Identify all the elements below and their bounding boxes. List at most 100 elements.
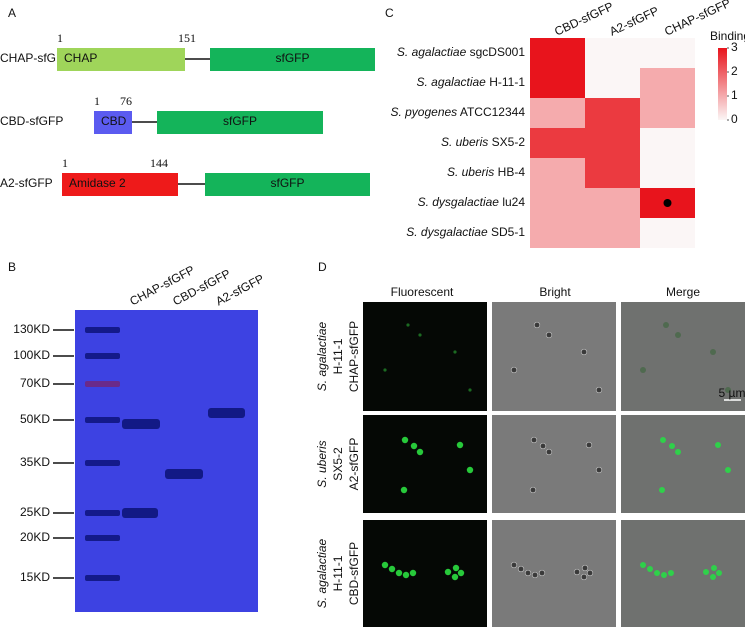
bright-image xyxy=(492,415,616,513)
column-label: A2-sfGFP xyxy=(607,4,661,39)
protein-band xyxy=(165,469,203,479)
bacterium-fluor xyxy=(383,368,387,372)
heat-cell xyxy=(585,68,640,98)
bacterium-merge xyxy=(661,572,667,578)
bacterium-merge xyxy=(703,569,709,575)
heat-cell xyxy=(585,188,640,218)
bacterium-bright xyxy=(595,386,603,394)
heat-cell xyxy=(530,188,585,218)
row-label-strain: H-11-1 xyxy=(331,338,345,374)
residue-start: 1 xyxy=(94,94,100,108)
legend-title: Binding xyxy=(710,29,745,43)
bacterium-merge xyxy=(675,332,681,338)
strain: H-11-1 xyxy=(489,75,525,89)
strain: SX5-2 xyxy=(492,135,526,149)
residue-end: 144 xyxy=(150,156,168,170)
colorbar-tick-label: 0 xyxy=(731,112,738,126)
row-label-species: S. agalactiae xyxy=(315,321,329,391)
strain: SD5-1 xyxy=(491,225,525,239)
merge-image xyxy=(621,302,745,411)
bright-image xyxy=(492,520,616,627)
domain-box xyxy=(57,48,185,71)
colorbar xyxy=(718,48,727,120)
marker-label: 100KD xyxy=(13,348,50,362)
merge-image xyxy=(621,415,745,513)
bacterium-bright xyxy=(529,486,537,494)
construct-name: A2-sfGFP xyxy=(0,176,53,190)
bacterium-fluor xyxy=(402,571,410,579)
fluorescent-image xyxy=(363,415,487,513)
bacterium-bright xyxy=(573,568,581,576)
heat-cell xyxy=(530,38,585,68)
heat-cell xyxy=(640,128,695,158)
ladder-band xyxy=(85,460,120,466)
bacterium-fluor xyxy=(418,333,422,337)
tag-label: sfGFP xyxy=(275,51,309,65)
bacterium-merge xyxy=(647,566,653,572)
colorbar-tick-label: 2 xyxy=(731,64,738,78)
bacterium-bright xyxy=(530,436,538,444)
bacterium-fluor xyxy=(452,564,460,572)
heat-cell xyxy=(530,68,585,98)
bacterium-merge xyxy=(725,467,731,473)
domain-label: CBD xyxy=(101,114,127,128)
heat-cell xyxy=(530,128,585,158)
bacterium-bright xyxy=(580,573,588,581)
bacterium-bright xyxy=(539,442,547,450)
colorbar-tick-label: 3 xyxy=(731,40,738,54)
marker-dot xyxy=(663,199,672,207)
heat-cell xyxy=(585,98,640,128)
bacterium-fluor xyxy=(388,565,396,573)
protein-band xyxy=(122,508,158,518)
tag-box xyxy=(205,173,370,196)
strain: lu24 xyxy=(502,195,525,209)
bacterium-merge xyxy=(716,570,722,576)
tag-label: sfGFP xyxy=(270,176,304,190)
panel-label: B xyxy=(8,260,16,274)
row-label: S. dysgalactiae SD5-1 xyxy=(406,225,525,239)
domain-label: Amidase 2 xyxy=(69,176,126,190)
panel-label: C xyxy=(385,6,394,20)
row-label-species: S. uberis xyxy=(315,440,329,487)
bacterium-bright xyxy=(595,466,603,474)
species: S. uberis xyxy=(441,135,488,149)
row-label: S. agalactiae sgcDS001 xyxy=(397,45,525,59)
ladder-band xyxy=(85,510,120,516)
bacterium-merge xyxy=(640,562,646,568)
protein-band xyxy=(208,408,245,418)
bacterium-bright xyxy=(545,331,553,339)
heat-cell xyxy=(530,158,585,188)
species: S. pyogenes xyxy=(390,105,457,119)
residue-start: 1 xyxy=(62,156,68,170)
row-label-strain: SX5-2 xyxy=(331,447,345,481)
heat-cell xyxy=(585,218,640,248)
colorbar-tick-label: 1 xyxy=(731,88,738,102)
domain-label: CHAP xyxy=(64,51,97,65)
column-header: Merge xyxy=(666,285,700,299)
bacterium-bright xyxy=(538,569,546,577)
strain: HB-4 xyxy=(498,165,526,179)
row-label-strain: H-11-1 xyxy=(331,555,345,591)
panel-label: A xyxy=(8,6,16,20)
bacterium-fluor xyxy=(453,350,457,354)
bacterium-merge xyxy=(715,442,721,448)
row-label-construct: A2-sfGFP xyxy=(347,438,361,491)
bacterium-fluor xyxy=(381,561,389,569)
ladder-band xyxy=(85,327,120,333)
construct-name: CHAP-sfGFP xyxy=(0,51,71,65)
row-label: S. pyogenes ATCC12344 xyxy=(390,105,525,119)
row-label-construct: CBD-sfGFP xyxy=(347,542,361,605)
ladder-band xyxy=(85,381,120,387)
row-label: S. uberis HB-4 xyxy=(447,165,525,179)
row-label: S. agalactiae H-11-1 xyxy=(416,75,525,89)
heat-cell xyxy=(640,158,695,188)
protein-band xyxy=(122,419,160,429)
species: S. dysgalactiae xyxy=(418,195,500,209)
bacterium-bright xyxy=(581,564,589,572)
bacterium-fluor xyxy=(410,442,418,450)
bacterium-merge xyxy=(710,349,716,355)
bacterium-bright xyxy=(533,321,541,329)
bacterium-fluor xyxy=(444,568,452,576)
bacterium-fluor xyxy=(400,486,408,494)
